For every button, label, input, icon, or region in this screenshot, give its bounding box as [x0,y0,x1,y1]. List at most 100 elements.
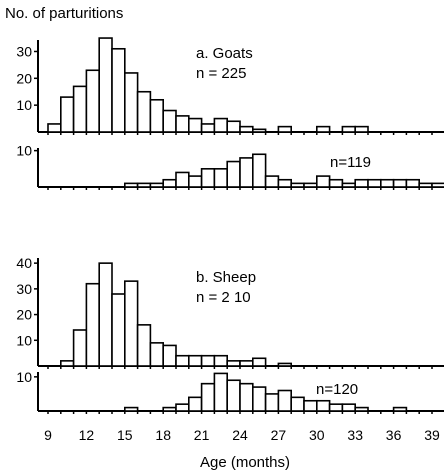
y-tick-label: 10 [16,369,32,385]
bar [252,357,267,367]
bar [59,360,75,367]
bar [252,128,267,133]
bar [111,47,126,133]
bar [341,125,356,133]
bar [175,354,190,367]
panel-label: b. Sheep [196,269,256,286]
n-label: n = 225 [196,65,246,82]
bar [341,182,356,188]
bar [239,157,254,188]
bar [277,125,292,133]
bar [136,182,152,188]
y-tick-label: 20 [16,307,32,323]
bar [162,344,177,367]
bar [47,123,62,133]
bar [354,178,369,188]
bar [149,342,164,367]
x-tick-label: 30 [309,427,325,443]
bar [328,178,344,188]
bar [239,125,254,133]
bar [136,324,152,367]
x-tick-label: 36 [386,427,402,443]
bar [124,406,139,412]
bar [354,125,369,133]
x-tick-label: 39 [424,427,440,443]
bar [226,160,241,188]
shared-x-axis: 9 12 15 18 21 24 27 30 33 36 39 [44,427,440,443]
chart-panels: 10 20 30 a. Goats n = 225 10 n=119 10 20 30 40 b. S… [16,37,444,414]
bar [72,329,88,367]
bar [418,182,433,188]
bar [264,393,280,412]
bar [239,382,254,412]
x-tick-label: 24 [232,427,248,443]
bar [315,125,331,133]
bar [175,115,190,133]
bar [315,175,331,188]
x-tick-label: 21 [194,427,210,443]
bar [277,389,292,412]
bar [367,178,382,188]
bar [226,379,241,412]
bar [213,168,228,188]
bar [431,182,444,188]
bar [188,354,203,367]
x-tick-label: 12 [79,427,95,443]
bar [200,123,216,133]
panel-sheep-lower: 10 n=120 [16,369,444,414]
x-tick-label: 33 [347,427,363,443]
bar [252,386,267,412]
bar [188,175,203,188]
x-tick-label: 18 [155,427,171,443]
y-tick-label: 20 [16,70,32,86]
bar [239,360,254,367]
bar [328,403,344,412]
bar [124,182,139,188]
panel-goats-upper: 10 20 30 a. Goats n = 225 [16,37,444,135]
n-label: n=119 [330,154,371,171]
bar [85,282,101,367]
bar [277,178,292,188]
y-axis-title: No. of parturitions [5,5,123,22]
bar [149,182,164,188]
bar [303,399,318,412]
bar [226,120,241,133]
bar [111,293,126,367]
bar [59,96,75,133]
y-tick-label: 10 [16,332,32,348]
bar [162,178,177,188]
bar [200,382,216,412]
bar [264,175,280,188]
bar [213,117,228,133]
bar [226,360,241,367]
bar [277,362,292,367]
bar [213,354,228,367]
bar [200,168,216,188]
panel-sheep-upper: 10 20 30 40 b. Sheep n = 2 10 [16,255,444,369]
bar [136,90,152,133]
panel-goats-lower: 10 n=119 [16,143,444,190]
bar [315,399,331,412]
bar [162,109,177,133]
bar [175,171,190,188]
x-tick-label: 9 [44,427,52,443]
x-tick-label: 15 [117,427,133,443]
bar [213,372,228,412]
bar [188,396,203,412]
bar [124,72,139,133]
y-tick-label: 40 [16,255,32,271]
bar [379,178,395,188]
bar [98,262,113,367]
bar [124,280,139,367]
bar [354,406,369,412]
y-tick-label: 30 [16,281,32,297]
bar [290,396,305,412]
panel-label: a. Goats [196,45,253,62]
x-tick-label: 27 [271,427,287,443]
x-axis-title: Age (months) [200,454,290,471]
bar [162,406,177,412]
bar [303,182,318,188]
n-label: n = 2 10 [196,289,251,306]
bar [341,403,356,412]
